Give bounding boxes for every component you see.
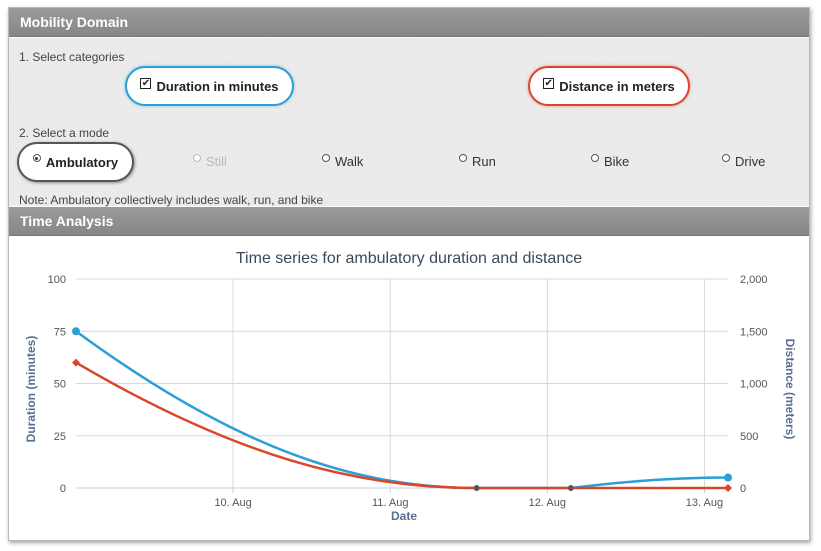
mode-run-label: Run (472, 154, 496, 169)
duration-label: Duration in minutes (156, 78, 279, 94)
series-point[interactable] (724, 484, 732, 492)
y-right-tick-label: 1,000 (740, 379, 768, 391)
series-point[interactable] (72, 327, 80, 336)
series-line-0 (75, 330, 729, 490)
distance-category-toggle[interactable]: ✔ Distance in meters (528, 66, 690, 106)
ambulatory-radio[interactable] (32, 154, 41, 162)
series-point[interactable] (724, 473, 732, 482)
mobility-panel: Mobility Domain 1. Select categories ✔ D… (8, 7, 810, 541)
x-axis-title: Date (391, 509, 417, 523)
select-mode-label: 2. Select a mode (19, 126, 110, 140)
y-left-tick-label: 25 (54, 431, 66, 443)
ambulatory-note: Note: Ambulatory collectively includes w… (19, 193, 324, 207)
run-radio[interactable] (459, 153, 467, 162)
x-tick-label: 10. Aug (214, 497, 251, 509)
chart-title: Time series for ambulatory duration and … (236, 250, 582, 267)
mobility-domain-title: Mobility Domain (20, 14, 129, 30)
time-analysis-header: Time Analysis (9, 207, 809, 236)
controls-section: 1. Select categories ✔ Duration in minut… (9, 38, 809, 206)
y-right-tick-label: 0 (740, 483, 746, 495)
duration-category-toggle[interactable]: ✔ Duration in minutes (125, 66, 294, 106)
y-left-tick-label: 50 (54, 379, 66, 391)
x-tick-label: 11. Aug (372, 497, 409, 509)
mode-still-label: Still (206, 154, 227, 169)
time-series-chart: 0 0 25 500 50 1,000 75 1,500 100 2,000 10. Aug 11. … (24, 250, 797, 523)
y-left-tick-label: 0 (60, 483, 66, 495)
mode-run[interactable]: Run (459, 153, 496, 169)
mode-ambulatory-label: Ambulatory (45, 154, 119, 170)
series-point[interactable] (72, 358, 80, 367)
y-right-tick-label: 1,500 (740, 326, 768, 338)
mode-still: Still (193, 153, 227, 169)
mode-bike[interactable]: Bike (591, 153, 630, 169)
x-tick-label: 13. Aug (686, 497, 723, 509)
walk-radio[interactable] (322, 153, 330, 162)
y-right-tick-label: 500 (740, 431, 758, 443)
duration-checkbox[interactable]: ✔ (140, 77, 152, 89)
distance-label: Distance in meters (559, 78, 675, 94)
bike-radio[interactable] (591, 153, 599, 162)
mode-walk-label: Walk (335, 154, 364, 169)
series-point[interactable] (473, 485, 480, 491)
drive-radio[interactable] (722, 153, 730, 162)
series-line-1 (75, 361, 728, 490)
y-left-tick-label: 100 (48, 274, 66, 286)
mode-bike-label: Bike (604, 154, 630, 169)
distance-checkbox[interactable]: ✔ (543, 77, 555, 89)
mobility-domain-header: Mobility Domain (9, 8, 809, 37)
still-radio (193, 153, 201, 162)
series-point[interactable] (567, 485, 574, 491)
time-analysis-title: Time Analysis (20, 213, 114, 229)
mode-drive-label: Drive (735, 154, 766, 169)
mode-walk[interactable]: Walk (322, 153, 364, 169)
y-axis-right-title: Distance (meters) (783, 339, 797, 440)
x-tick-label: 12. Aug (529, 497, 566, 509)
mode-ambulatory[interactable]: Ambulatory (17, 142, 134, 182)
y-right-tick-label: 2,000 (740, 274, 768, 286)
select-categories-label: 1. Select categories (19, 50, 125, 64)
y-axis-left-title: Duration (minutes) (24, 336, 38, 443)
chart-area: 0 0 25 500 50 1,000 75 1,500 100 2,000 10. Aug 11. … (9, 237, 809, 540)
mode-drive[interactable]: Drive (722, 153, 766, 169)
y-left-tick-label: 75 (54, 326, 66, 338)
